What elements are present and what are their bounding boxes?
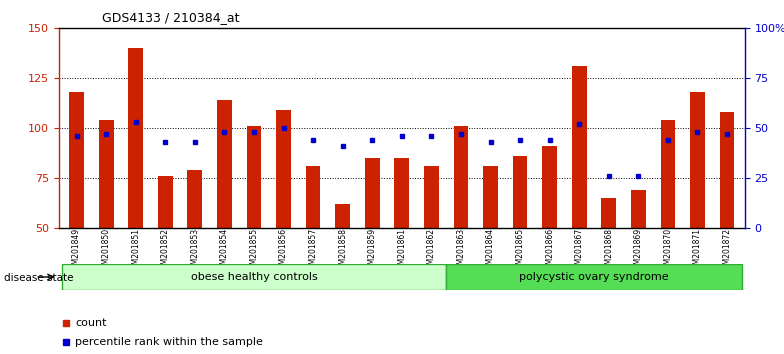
- Bar: [246, 126, 261, 228]
- Bar: [424, 166, 439, 228]
- Bar: [661, 120, 675, 228]
- Bar: [69, 92, 84, 228]
- Bar: [306, 166, 321, 228]
- Bar: [62, 264, 446, 290]
- Bar: [454, 126, 468, 228]
- Bar: [129, 48, 143, 228]
- Bar: [365, 158, 379, 228]
- Bar: [690, 92, 705, 228]
- Bar: [631, 190, 646, 228]
- Bar: [99, 120, 114, 228]
- Bar: [483, 166, 498, 228]
- Text: GDS4133 / 210384_at: GDS4133 / 210384_at: [102, 11, 239, 24]
- Bar: [601, 198, 616, 228]
- Text: polycystic ovary syndrome: polycystic ovary syndrome: [519, 272, 669, 282]
- Bar: [720, 112, 735, 228]
- Text: obese healthy controls: obese healthy controls: [191, 272, 318, 282]
- Bar: [158, 176, 172, 228]
- Bar: [513, 156, 528, 228]
- Text: percentile rank within the sample: percentile rank within the sample: [75, 337, 263, 347]
- Bar: [572, 66, 586, 228]
- Bar: [217, 100, 232, 228]
- Text: disease state: disease state: [4, 273, 74, 283]
- Bar: [336, 204, 350, 228]
- Bar: [276, 110, 291, 228]
- Bar: [543, 146, 557, 228]
- Bar: [446, 264, 742, 290]
- Text: count: count: [75, 318, 107, 329]
- Bar: [187, 170, 202, 228]
- Bar: [394, 158, 409, 228]
